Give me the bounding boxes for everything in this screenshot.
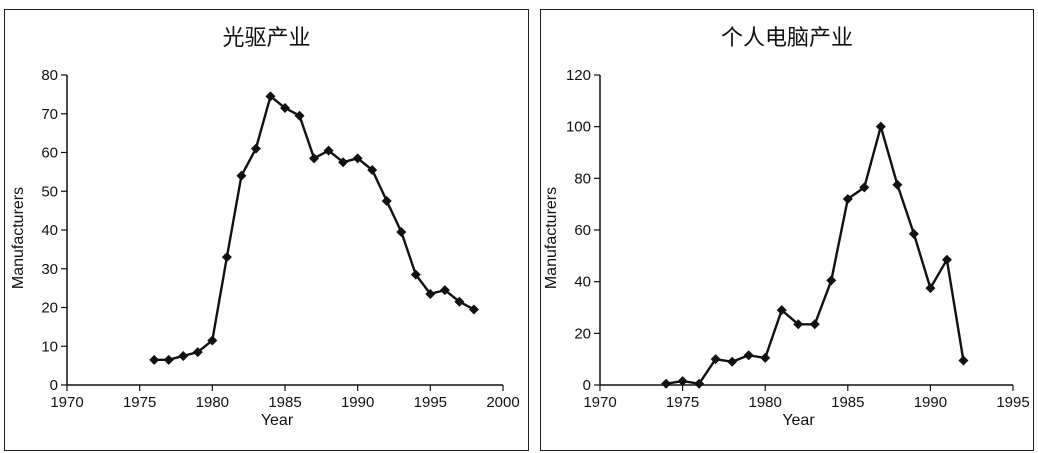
data-point [221,252,232,263]
data-point [743,350,754,361]
y-tick-label: 20 [574,325,591,342]
data-point [149,354,160,365]
y-tick-label: 70 [41,106,58,123]
y-tick-label: 100 [566,119,591,136]
y-tick-label: 0 [50,377,58,394]
data-point [236,170,247,181]
data-point [381,195,392,206]
data-point [958,355,969,366]
y-tick-label: 120 [566,67,591,84]
data-point [163,354,174,365]
chart-title: 个人电脑产业 [720,26,853,51]
x-tick-label: 1975 [123,394,156,411]
y-tick-label: 20 [41,300,58,317]
data-point [908,228,919,239]
x-tick-label: 1980 [196,394,229,411]
data-point [842,194,853,204]
data-point [454,296,465,307]
data-point [192,347,203,358]
chart-title: 光驱产业 [222,26,311,51]
x-tick-label: 2000 [486,394,519,411]
data-point [338,157,349,168]
x-tick-label: 1990 [914,394,947,411]
data-point [809,319,820,330]
data-point [265,91,276,102]
data-point [178,350,189,361]
data-point [859,182,870,193]
data-point [826,275,837,286]
y-tick-label: 80 [41,67,58,84]
y-tick-label: 30 [41,261,58,278]
data-point [410,269,421,280]
y-tick-label: 40 [41,222,58,239]
data-point [661,378,672,389]
data-point [892,179,903,190]
y-tick-label: 80 [574,170,591,187]
data-point [250,143,261,154]
chart-panel-pc: 个人电脑产业 [540,9,1034,451]
x-axis-title: Year [261,412,294,429]
y-tick-label: 50 [41,183,58,200]
x-tick-label: 1995 [996,394,1029,411]
data-point [280,102,290,113]
y-tick-label: 40 [574,274,591,291]
data-point [294,110,305,121]
data-point [367,164,378,175]
data-point [941,254,952,265]
data-point [710,354,721,365]
y-tick-label: 60 [41,145,58,162]
data-point [396,226,407,237]
data-point [793,319,804,330]
x-tick-label: 1990 [341,394,374,411]
x-tick-label: 1975 [666,394,699,411]
y-tick-label: 10 [41,338,58,355]
data-point [323,145,334,156]
chart-panel-optical-drive: 光驱产业 [4,9,529,451]
series-line [665,125,965,385]
data-point [727,356,738,367]
x-tick-label: 1980 [749,394,782,411]
data-point [875,121,886,132]
data-point [776,305,787,316]
data-point [352,153,363,164]
x-tick-label: 1995 [414,394,447,411]
y-tick-label: 0 [583,377,591,394]
data-point [439,285,450,296]
data-point [694,378,705,389]
data-point [760,352,771,363]
x-axis-title: Year [782,412,815,429]
x-tick-label: 1985 [268,394,301,411]
x-tick-label: 1985 [831,394,864,411]
x-tick-label: 1970 [583,394,616,411]
y-tick-label: 60 [574,222,591,239]
data-point [207,335,218,346]
y-axis-title: Manufacturers [543,187,560,289]
y-axis-title: Manufacturers [10,187,27,289]
data-point [468,304,479,315]
data-point [309,153,320,164]
data-point [425,288,436,299]
data-point [677,376,688,387]
data-point [925,283,936,294]
x-tick-label: 1970 [50,394,83,411]
